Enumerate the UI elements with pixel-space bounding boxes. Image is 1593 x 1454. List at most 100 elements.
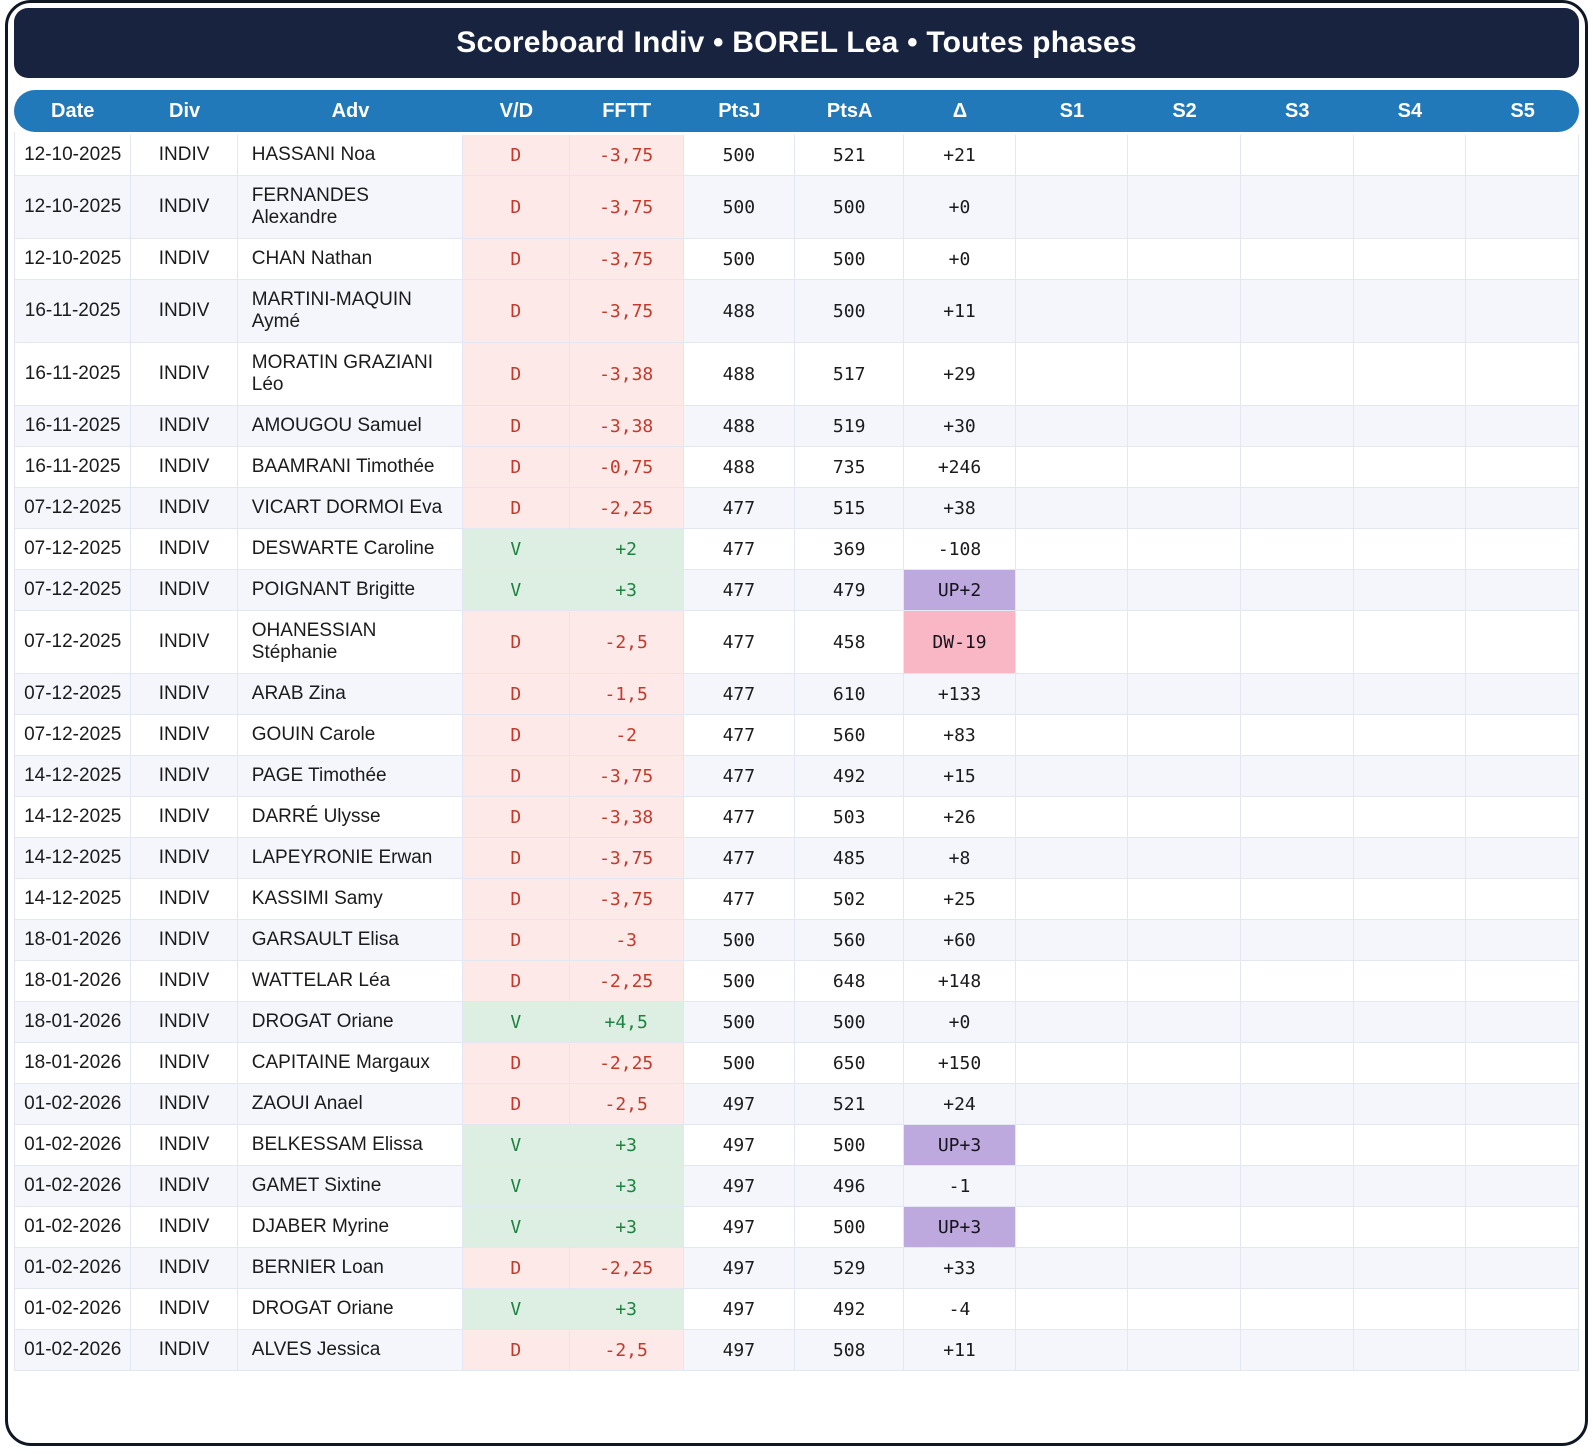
s4-cell (1353, 135, 1467, 176)
date-cell: 16-11-2025 (14, 406, 132, 447)
delta-cell: +246 (904, 447, 1016, 488)
ptsa-cell: 560 (794, 920, 905, 961)
table-row: 01-02-2026 INDIV GAMET Sixtine V +3 497 496 -1 (14, 1166, 1579, 1207)
table-row: 01-02-2026 INDIV ALVES Jessica D -2,5 497 508 +… (14, 1330, 1579, 1371)
ptsj-cell: 488 (683, 447, 795, 488)
vd-cell: D (463, 838, 570, 879)
ptsa-cell: 502 (794, 879, 905, 920)
adv-cell: KASSIMI Samy (237, 879, 464, 920)
ptsa-cell: 648 (794, 961, 905, 1002)
ptsj-cell: 477 (683, 756, 795, 797)
s3-cell (1240, 529, 1354, 570)
ptsa-cell: 521 (794, 135, 905, 176)
s5-cell (1466, 1207, 1579, 1248)
vd-cell: D (463, 1084, 570, 1125)
div-cell: INDIV (131, 1166, 238, 1207)
vd-cell: D (463, 239, 570, 280)
adv-cell: HASSANI Noa (237, 135, 464, 176)
date-cell: 18-01-2026 (14, 920, 132, 961)
ptsa-cell: 517 (794, 343, 905, 406)
s1-cell (1015, 1002, 1129, 1043)
column-header-delta: Δ (904, 90, 1016, 132)
s4-cell (1353, 838, 1467, 879)
s5-cell (1466, 1330, 1579, 1371)
adv-cell: GOUIN Carole (237, 715, 464, 756)
div-cell: INDIV (131, 961, 238, 1002)
s5-cell (1466, 1248, 1579, 1289)
s2-cell (1128, 879, 1241, 920)
ptsj-cell: 488 (683, 280, 795, 343)
ptsa-cell: 500 (794, 280, 905, 343)
s2-cell (1128, 406, 1241, 447)
ptsj-cell: 477 (683, 529, 795, 570)
ptsa-cell: 500 (794, 1207, 905, 1248)
ptsj-cell: 477 (683, 715, 795, 756)
s3-cell (1240, 961, 1354, 1002)
fftt-cell: -0,75 (569, 447, 684, 488)
date-cell: 07-12-2025 (14, 674, 132, 715)
column-header-adv: Adv (237, 90, 464, 132)
s3-cell (1240, 176, 1354, 239)
adv-cell: FERNANDES Alexandre (237, 176, 464, 239)
div-cell: INDIV (131, 343, 238, 406)
s1-cell (1015, 838, 1129, 879)
ptsj-cell: 477 (683, 797, 795, 838)
ptsj-cell: 497 (683, 1289, 795, 1330)
date-cell: 12-10-2025 (14, 239, 132, 280)
s2-cell (1128, 756, 1241, 797)
s4-cell (1353, 447, 1467, 488)
adv-cell: BAAMRANI Timothée (237, 447, 464, 488)
vd-cell: D (463, 879, 570, 920)
s3-cell (1240, 343, 1354, 406)
date-cell: 01-02-2026 (14, 1330, 132, 1371)
delta-cell: +148 (904, 961, 1016, 1002)
s1-cell (1015, 715, 1129, 756)
div-cell: INDIV (131, 674, 238, 715)
vd-cell: D (463, 343, 570, 406)
s1-cell (1015, 961, 1129, 1002)
vd-cell: V (463, 570, 570, 611)
s1-cell (1015, 1125, 1129, 1166)
div-cell: INDIV (131, 239, 238, 280)
column-header-fftt: FFTT (569, 90, 684, 132)
title-bar: Scoreboard Indiv • BOREL Lea • Toutes ph… (14, 8, 1579, 78)
s5-cell (1466, 756, 1579, 797)
vd-cell: V (463, 1125, 570, 1166)
s3-cell (1240, 674, 1354, 715)
s5-cell (1466, 715, 1579, 756)
s3-cell (1240, 1248, 1354, 1289)
table-row: 07-12-2025 INDIV DESWARTE Caroline V +2 477 36… (14, 529, 1579, 570)
div-cell: INDIV (131, 1330, 238, 1371)
table-row: 16-11-2025 INDIV AMOUGOU Samuel D -3,38 488 51… (14, 406, 1579, 447)
vd-cell: D (463, 1043, 570, 1084)
ptsa-cell: 503 (794, 797, 905, 838)
vd-cell: D (463, 674, 570, 715)
div-cell: INDIV (131, 1084, 238, 1125)
s5-cell (1466, 1002, 1579, 1043)
ptsj-cell: 500 (683, 1043, 795, 1084)
date-cell: 14-12-2025 (14, 797, 132, 838)
div-cell: INDIV (131, 529, 238, 570)
s1-cell (1015, 529, 1129, 570)
adv-cell: POIGNANT Brigitte (237, 570, 464, 611)
s1-cell (1015, 406, 1129, 447)
s3-cell (1240, 1084, 1354, 1125)
delta-cell: +11 (904, 280, 1016, 343)
adv-cell: CHAN Nathan (237, 239, 464, 280)
s4-cell (1353, 611, 1467, 674)
s1-cell (1015, 1248, 1129, 1289)
s1-cell (1015, 797, 1129, 838)
div-cell: INDIV (131, 488, 238, 529)
s4-cell (1353, 1207, 1467, 1248)
date-cell: 18-01-2026 (14, 1043, 132, 1084)
div-cell: INDIV (131, 611, 238, 674)
table-row: 16-11-2025 INDIV MARTINI-MAQUIN Aymé D -3,75… (14, 280, 1579, 343)
s5-cell (1466, 674, 1579, 715)
s1-cell (1015, 280, 1129, 343)
s2-cell (1128, 920, 1241, 961)
ptsa-cell: 735 (794, 447, 905, 488)
fftt-cell: -2,25 (569, 961, 684, 1002)
s4-cell (1353, 1248, 1467, 1289)
s2-cell (1128, 135, 1241, 176)
delta-cell: UP+3 (904, 1207, 1016, 1248)
